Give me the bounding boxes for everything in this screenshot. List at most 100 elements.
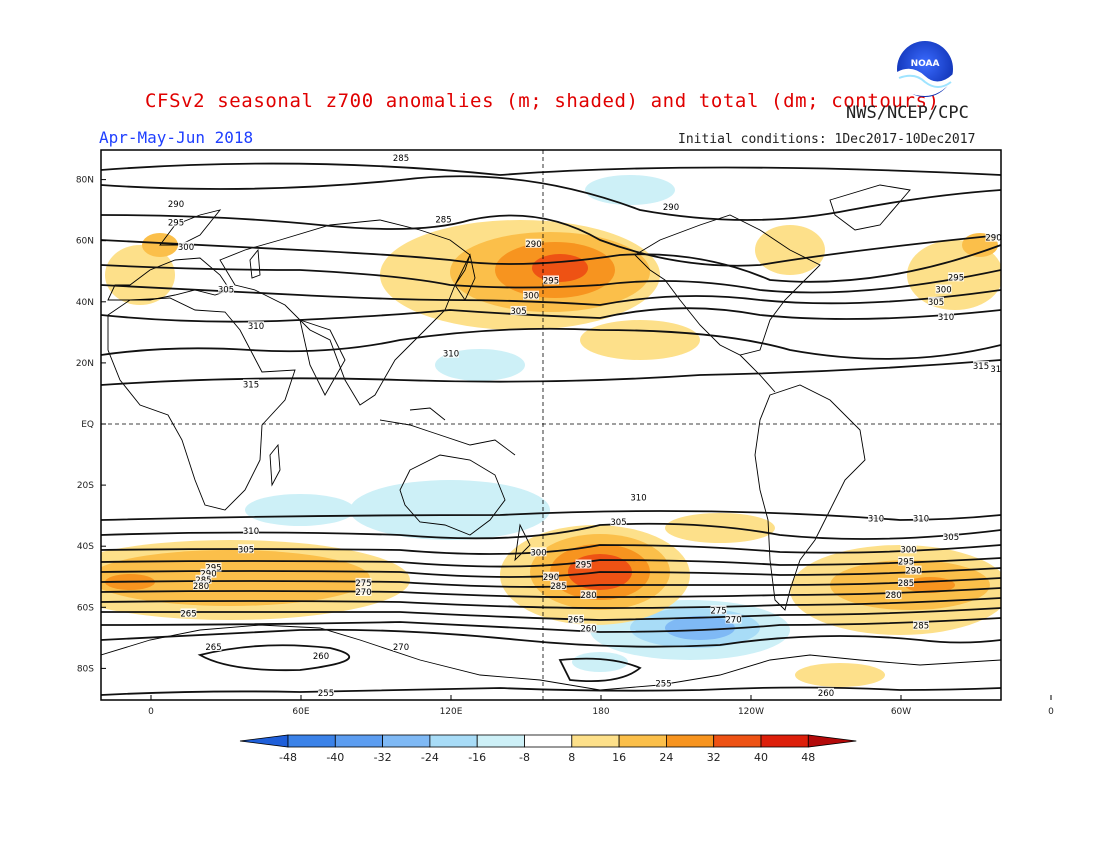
contour-label: 300 <box>530 548 546 558</box>
contour-label: 260 <box>818 689 834 699</box>
contour-label-bg <box>938 312 954 322</box>
contour-label-bg <box>205 642 222 652</box>
contour-label: 285 <box>898 579 914 589</box>
lat-label: 40S <box>77 542 94 552</box>
contour-label: 315 <box>973 362 989 372</box>
contour-label-bg <box>355 577 372 587</box>
contour-label: 270 <box>355 588 371 598</box>
contour-label: 295 <box>168 218 184 228</box>
contour-label-bg <box>935 284 952 294</box>
contour-label-bg <box>898 577 914 587</box>
contour-label-bg <box>238 544 254 554</box>
noaa-logo: NOAA <box>897 41 953 97</box>
contour-label: 275 <box>355 579 371 589</box>
contour-label: 260 <box>1005 637 1021 647</box>
colorbar-segment <box>760 734 809 748</box>
latitude-labels: 80N 60N 40N 20N EQ 20S 40S 60S 80S <box>76 176 106 674</box>
agency-label: NWS/NCEP/CPC <box>846 103 969 123</box>
colorbar-segment <box>524 734 573 748</box>
contour-label-bg <box>568 614 584 624</box>
contour-label-bg <box>543 275 559 285</box>
colorbar-segment <box>334 734 383 748</box>
contour-label-bg <box>868 513 884 523</box>
contour-label-bg <box>990 364 1001 374</box>
colorbar-segment <box>713 734 762 748</box>
contour-label-bg <box>243 525 259 535</box>
lat-label: 80N <box>76 176 94 186</box>
contour-label-bg <box>898 556 914 566</box>
contour-label: 310 <box>443 350 459 360</box>
colorbar-arrow-right <box>807 734 857 748</box>
colorbar-tick-label: 24 <box>659 751 673 764</box>
contour-label: 310 <box>630 493 646 503</box>
contour-label: 285 <box>195 576 211 586</box>
contour-label: 305 <box>510 307 526 317</box>
colorbar-tick-label: -48 <box>279 751 297 764</box>
contour-label-bg <box>575 559 592 569</box>
contour-label-bg <box>885 590 902 600</box>
contour-label-bg <box>943 532 959 542</box>
coastlines <box>101 184 1001 691</box>
contour-label-bg <box>243 379 259 389</box>
contour-label-bg <box>948 272 964 282</box>
contour-label: 305 <box>218 286 234 296</box>
contour-label-bg <box>248 321 264 331</box>
lat-label: 80S <box>77 664 94 674</box>
contour-label: 290 <box>168 200 184 210</box>
contour-label-bg <box>900 544 917 554</box>
contour-label-bg <box>663 202 679 212</box>
contour-label-bg <box>205 562 222 572</box>
map-frame <box>100 149 1002 701</box>
contour-label-bg <box>435 214 452 224</box>
contour-label: 265 <box>568 616 584 626</box>
contour-label-bg <box>580 590 597 600</box>
colorbar-tick-label: -32 <box>374 751 392 764</box>
contour-label: 280 <box>193 582 209 592</box>
contour-label: 270 <box>725 616 741 626</box>
contour-label-bg <box>913 513 929 523</box>
colorbar-segment <box>666 734 715 748</box>
contour-label: 315 <box>243 380 259 390</box>
contour-label-bg <box>168 199 184 209</box>
anomaly-shading <box>101 175 1001 687</box>
colorbar-arrow-left <box>239 734 289 748</box>
contour-label-bg <box>443 348 459 358</box>
contour-label: 300 <box>900 545 916 555</box>
contour-label-bg <box>818 687 834 697</box>
contour-label: 305 <box>928 298 944 308</box>
colorbar-segment <box>571 734 620 748</box>
lat-label: 40N <box>76 298 94 308</box>
contour-label: 290 <box>543 573 559 583</box>
contour-label: 275 <box>710 606 726 616</box>
contour-label-bg <box>530 547 547 557</box>
height-contours <box>101 162 1001 696</box>
contour-label: 295 <box>575 561 591 571</box>
contour-label-bg <box>973 360 989 370</box>
colorbar-tick-label: -8 <box>519 751 530 764</box>
contour-label-bg <box>610 516 627 526</box>
contour-label: 300 <box>178 243 194 253</box>
lon-label: 180 <box>592 707 609 717</box>
colorbar-tick-label: -40 <box>326 751 344 764</box>
contour-label: 290 <box>985 234 1001 244</box>
contour-label-bg <box>630 492 647 502</box>
colorbar-segment <box>382 734 431 748</box>
contour-label: 295 <box>898 557 914 567</box>
noaa-logo-text: NOAA <box>911 59 940 69</box>
contour-label-bg <box>655 678 672 688</box>
contour-label: 265 <box>205 643 221 653</box>
contour-label-bg <box>543 571 559 581</box>
contour-label-bg <box>725 614 742 624</box>
contour-label: 260 <box>580 625 596 635</box>
contour-label: 310 <box>938 313 954 323</box>
contour-label: 285 <box>550 582 566 592</box>
contour-label-bg <box>523 290 539 300</box>
contour-label-bg <box>313 651 329 661</box>
contour-label: 310 <box>248 322 264 332</box>
contour-label: 295 <box>543 276 559 286</box>
contour-label-bg <box>913 620 929 630</box>
contour-label-bg <box>180 608 197 618</box>
colorbar-segment <box>287 734 336 748</box>
color-legend: -48 -40 -32 -24 -16 -8 8 16 24 32 40 48 <box>239 734 857 764</box>
initial-conditions: Initial conditions: 1Dec2017-10Dec2017 <box>678 132 976 147</box>
